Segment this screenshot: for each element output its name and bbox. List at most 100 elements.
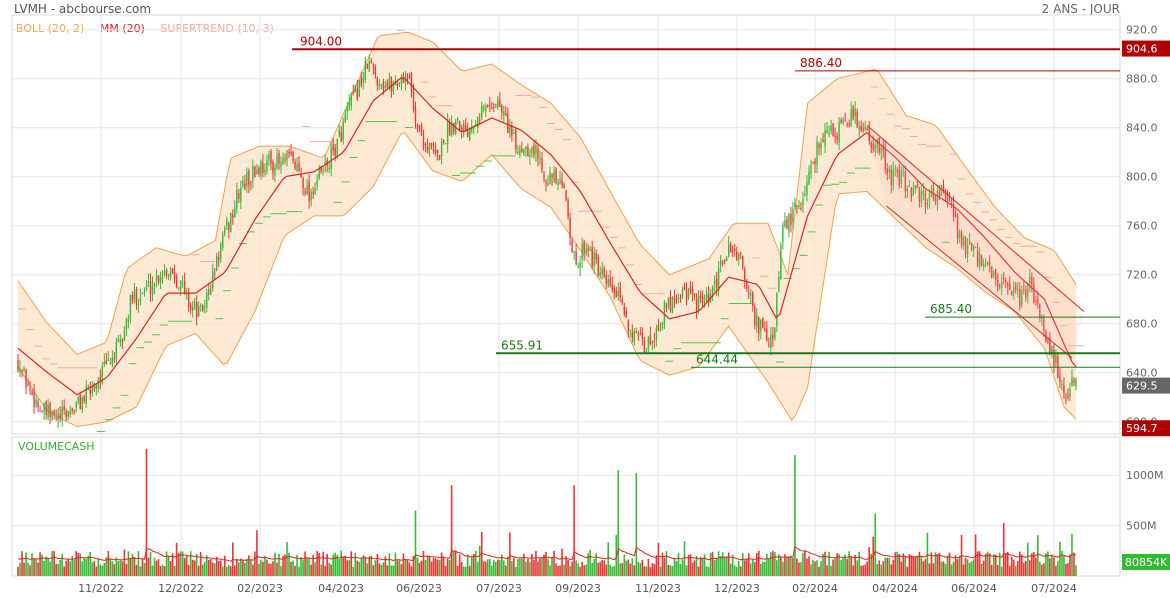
volume-bar <box>147 557 150 576</box>
volume-bar <box>145 449 148 576</box>
volume-bar <box>464 566 467 576</box>
candle-body <box>637 334 640 336</box>
candle-body <box>105 360 108 364</box>
volume-bar <box>378 563 381 576</box>
volume-bar <box>450 485 453 576</box>
volume-bar <box>962 564 965 576</box>
volume-bar <box>448 559 451 576</box>
volume-bar <box>990 564 993 576</box>
candle-body <box>1039 303 1041 318</box>
legend-moving-average[interactable]: MM (20) <box>99 22 145 35</box>
candle-body <box>647 337 650 350</box>
candle-body <box>147 281 150 284</box>
volume-bar <box>189 551 192 576</box>
volume-bar <box>49 561 51 576</box>
volume-bar <box>587 553 589 576</box>
volume-badge <box>1122 554 1170 570</box>
volume-bar <box>715 558 718 576</box>
candle-body <box>479 119 481 121</box>
candle-body <box>165 269 168 276</box>
volume-bar <box>159 566 162 576</box>
candle-body <box>360 76 362 86</box>
candle-body <box>216 255 218 271</box>
volume-bar <box>312 554 314 576</box>
candle-body <box>169 271 172 278</box>
volume-bar <box>157 559 160 576</box>
candle-body <box>601 268 603 274</box>
volume-bar <box>892 560 895 576</box>
volume-bar <box>535 551 537 576</box>
candle-body <box>436 150 439 154</box>
candle-body <box>187 292 190 307</box>
candle-body <box>1057 356 1059 378</box>
candle-body <box>378 83 381 86</box>
volume-bar <box>804 551 806 576</box>
candle-body <box>79 394 81 409</box>
candle-body <box>858 126 860 130</box>
candle-body <box>372 64 375 67</box>
volume-bar <box>470 557 473 576</box>
volume-bar <box>250 559 252 576</box>
candle-body <box>762 317 764 328</box>
candle-body <box>175 276 178 288</box>
candle-body <box>898 170 901 186</box>
volume-bar <box>236 558 238 576</box>
volume-bar <box>966 559 969 576</box>
candle-body <box>173 271 176 280</box>
candle-body <box>422 135 425 148</box>
candle-body <box>31 391 33 396</box>
candle-body <box>774 327 776 339</box>
volume-bar <box>472 553 475 576</box>
volume-bar <box>934 552 937 576</box>
volume-bar <box>458 554 461 576</box>
candle-body <box>481 105 483 118</box>
volume-bar <box>649 566 652 576</box>
volume-bar <box>1037 535 1039 576</box>
volume-bar <box>17 566 19 576</box>
legend-supertrend[interactable]: SUPERTREND (10, 3) <box>160 22 274 35</box>
candle-body <box>244 183 246 189</box>
volume-bar <box>784 554 786 576</box>
candle-body <box>531 147 533 153</box>
volume-bar <box>842 557 844 576</box>
candle-body <box>59 414 61 419</box>
volume-bar <box>320 564 322 576</box>
volume-bar <box>91 562 94 576</box>
candle-body <box>456 118 459 121</box>
candle-body <box>236 189 238 209</box>
volume-bar <box>244 562 246 576</box>
candle-body <box>252 166 254 180</box>
volume-bar <box>398 560 401 576</box>
volume-bar <box>129 558 132 576</box>
volume-bar <box>497 559 499 576</box>
volume-bar <box>61 553 63 576</box>
candle-body <box>280 161 282 167</box>
volume-bar <box>623 554 626 576</box>
volume-bar <box>432 557 435 576</box>
volume-bar <box>573 485 575 576</box>
volume-bar <box>242 560 244 576</box>
volume-bar <box>529 561 531 576</box>
volume-bar <box>125 563 128 576</box>
volume-bar <box>141 558 144 576</box>
candle-body <box>487 105 489 107</box>
legend-bollinger[interactable]: BOLL (20, 2) <box>16 22 85 35</box>
y-tick-label: 760.0 <box>1126 220 1158 233</box>
volume-bar <box>1069 554 1071 576</box>
candle-body <box>997 279 999 287</box>
volume-bar <box>276 562 278 576</box>
volume-bar <box>820 561 822 576</box>
volume-bar <box>583 565 585 576</box>
candle-body <box>63 406 65 411</box>
candle-body <box>17 360 19 371</box>
volume-bar <box>673 558 676 576</box>
candle-body <box>141 292 144 295</box>
volume-bar <box>1006 551 1009 576</box>
volume-bar <box>211 562 214 576</box>
period-label[interactable]: 2 ANS - JOUR <box>1041 2 1120 16</box>
volume-bar <box>792 557 794 576</box>
candle-body <box>916 184 919 189</box>
volume-bar <box>978 551 981 576</box>
volume-bar <box>304 551 306 576</box>
